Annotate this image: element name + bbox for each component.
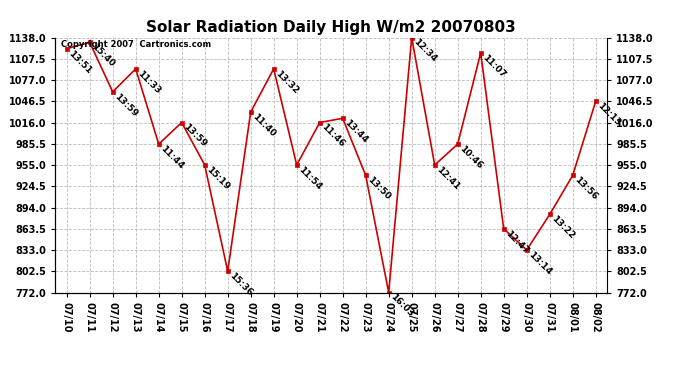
Text: 15:19: 15:19 xyxy=(205,165,231,192)
Text: 12:34: 12:34 xyxy=(412,38,438,64)
Text: 11:46: 11:46 xyxy=(319,123,346,149)
Text: 13:51: 13:51 xyxy=(67,49,93,75)
Text: 11:40: 11:40 xyxy=(250,112,277,139)
Text: 13:44: 13:44 xyxy=(343,118,369,145)
Text: 13:32: 13:32 xyxy=(274,69,300,96)
Text: 11:54: 11:54 xyxy=(297,165,324,192)
Text: 13:59: 13:59 xyxy=(181,123,208,149)
Text: 16:03: 16:03 xyxy=(388,292,415,319)
Text: 13:22: 13:22 xyxy=(550,214,576,241)
Text: 12:13: 12:13 xyxy=(595,101,622,128)
Text: 12:47: 12:47 xyxy=(504,229,531,255)
Text: 10:46: 10:46 xyxy=(457,144,484,171)
Text: Copyright 2007  Cartronics.com: Copyright 2007 Cartronics.com xyxy=(61,40,211,49)
Text: 15:36: 15:36 xyxy=(228,271,255,298)
Text: 11:33: 11:33 xyxy=(136,69,162,96)
Text: 13:59: 13:59 xyxy=(112,92,139,118)
Text: 11:44: 11:44 xyxy=(159,144,186,171)
Text: 13:56: 13:56 xyxy=(573,176,600,202)
Text: 11:07: 11:07 xyxy=(481,53,507,80)
Text: 12:41: 12:41 xyxy=(435,165,462,192)
Text: 13:50: 13:50 xyxy=(366,176,392,202)
Text: 13:14: 13:14 xyxy=(526,250,553,277)
Text: 15:40: 15:40 xyxy=(90,42,117,69)
Title: Solar Radiation Daily High W/m2 20070803: Solar Radiation Daily High W/m2 20070803 xyxy=(146,20,516,35)
